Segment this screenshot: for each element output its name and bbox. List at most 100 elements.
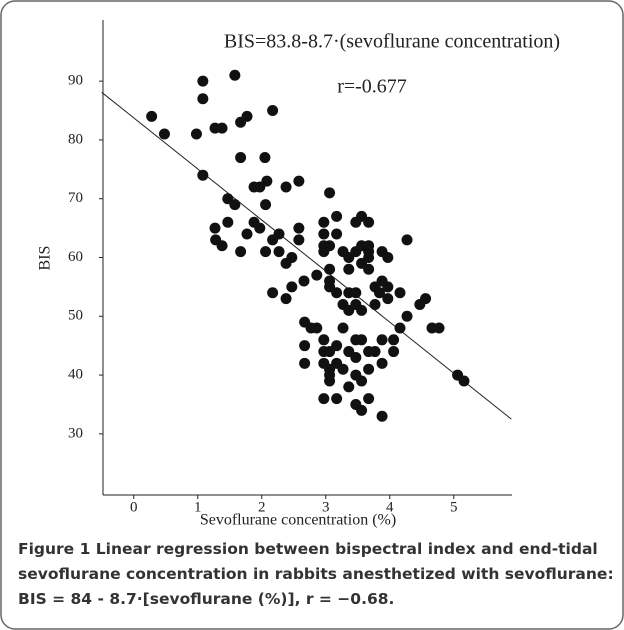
point [331,393,343,405]
y-tick-label: 40 [68,367,83,383]
point [337,322,349,334]
point [241,228,253,240]
point [324,187,336,199]
point [376,357,388,369]
x-tick-label: 4 [386,499,394,515]
point [382,293,394,305]
annotation: BIS=83.8-8.7·(sevoflurane concentration) [224,31,560,53]
point [299,357,311,369]
point [394,287,406,299]
point [318,246,330,258]
point [331,287,343,299]
y-tick-label: 90 [68,73,83,89]
point [343,381,355,393]
point [286,281,298,293]
point [331,210,343,222]
point [197,75,209,87]
point [216,122,228,134]
point [318,228,330,240]
point [311,269,323,281]
y-tick-label: 60 [68,249,83,265]
point [318,216,330,228]
point [254,222,266,234]
point [318,334,330,346]
point [293,175,305,187]
point [209,222,221,234]
point [197,93,209,105]
point [280,257,292,269]
point [311,322,323,334]
point [394,322,406,334]
y-axis-label: BIS [37,246,54,271]
point [376,410,388,422]
point [241,110,253,122]
y-tick-label: 80 [68,131,83,147]
point [298,275,310,287]
figure-label: Figure 1 [18,540,91,558]
point [331,228,343,240]
point [229,199,241,211]
point [350,351,362,363]
point [401,310,413,322]
point [343,263,355,275]
point [267,287,279,299]
point [331,340,343,352]
point [267,234,279,246]
point [388,334,400,346]
point [318,393,330,405]
point [280,181,292,193]
y-tick-label: 30 [68,425,83,441]
point [388,346,400,358]
point [261,175,273,187]
point [376,334,388,346]
point [356,304,368,316]
point [324,375,336,387]
point [369,299,381,311]
point [235,152,247,164]
point [267,105,279,117]
point [363,216,375,228]
point [382,252,394,263]
point [363,263,375,275]
point [363,393,375,405]
point [146,110,158,122]
point [259,152,271,164]
regression-line [101,91,512,420]
point [229,69,241,81]
point [382,281,394,293]
point [158,128,170,140]
point [420,293,432,305]
x-tick-label: 5 [450,499,458,515]
y-tick-label: 50 [68,308,83,324]
point [216,240,228,252]
point [280,293,292,305]
point [363,246,375,258]
x-tick-label: 0 [130,499,138,515]
y-tick-label: 70 [68,190,83,206]
point [190,128,202,140]
point [235,246,247,258]
x-tick-label: 3 [322,499,330,515]
point [222,216,234,228]
point [260,199,272,211]
caption: Figure 1 Linear regression between bispe… [18,537,614,612]
point [324,263,336,275]
point [401,234,413,246]
point [293,234,305,246]
point [260,246,272,258]
point [356,375,368,387]
annotation: r=-0.677 [337,76,407,98]
point [197,169,209,181]
point [350,287,362,299]
x-tick-label: 1 [194,499,202,515]
point [248,181,260,193]
point [363,363,375,375]
x-tick-label: 2 [258,499,266,515]
point [363,346,375,358]
point [293,222,305,234]
x-axis-label: Sevoflurane concentration (%) [200,512,396,529]
point [299,340,311,352]
point [458,375,470,387]
